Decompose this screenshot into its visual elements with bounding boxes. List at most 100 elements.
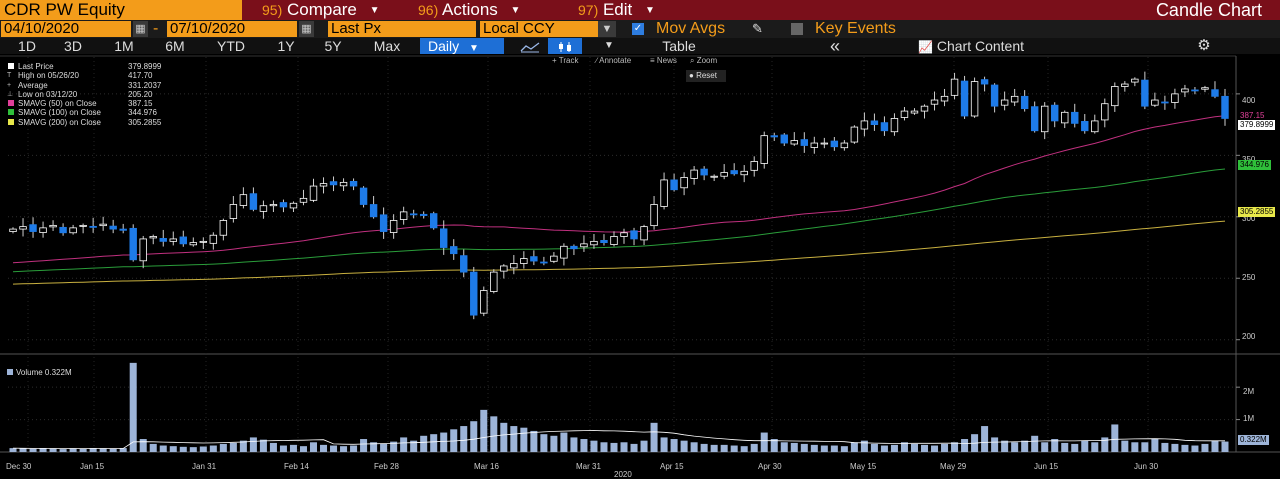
candle-chart-icon[interactable]	[548, 38, 582, 54]
candle-up	[1181, 88, 1189, 93]
volume-bar	[690, 442, 698, 452]
candle-up	[930, 99, 939, 105]
period-ytd-button[interactable]: YTD	[217, 38, 245, 54]
reset-button[interactable]: ● Reset	[686, 70, 726, 82]
x-label-mar16: Mar 16	[474, 462, 499, 471]
candle-up	[940, 95, 949, 102]
volume-bar	[850, 442, 858, 452]
volume-bar	[39, 448, 47, 452]
candle-down	[1211, 89, 1219, 97]
candle-up	[1111, 86, 1119, 107]
volume-bar	[991, 437, 999, 452]
gear-icon[interactable]: ⚙	[1197, 37, 1211, 54]
chevron-down-icon[interactable]: ▼	[604, 40, 614, 51]
candle-up	[690, 169, 698, 179]
period-1m-button[interactable]: 1M	[114, 38, 134, 54]
candle-up	[9, 228, 17, 232]
volume-bar	[1161, 442, 1169, 452]
x-label-mar31: Mar 31	[576, 462, 601, 471]
annotate-tool[interactable]: ∕ Annotate	[596, 56, 631, 66]
candle-up	[39, 227, 47, 233]
reset-icon: ●	[689, 71, 694, 80]
candle-up	[510, 263, 518, 269]
candle-down	[59, 226, 67, 234]
period-1y-button[interactable]: 1Y	[277, 38, 295, 54]
actions-menu[interactable]: 96) Actions ▼	[418, 0, 520, 20]
volume-bar	[289, 444, 297, 452]
volume-bar	[770, 439, 778, 452]
candle-up	[149, 236, 157, 239]
candle-down	[359, 187, 368, 205]
zoom-tool[interactable]: ⌕ Zoom	[690, 56, 717, 66]
candle-up	[269, 204, 278, 207]
ticker-field[interactable]: CDR PW Equity	[0, 0, 242, 20]
candle-up	[500, 265, 508, 272]
compare-menu-label: Compare	[286, 0, 357, 19]
pencil-icon[interactable]: ✎	[752, 21, 763, 36]
x-label-jan15: Jan 15	[80, 462, 105, 471]
mov-avgs-checkbox[interactable]: ✓	[632, 23, 644, 35]
chart-content-button[interactable]: 📈 Chart Content	[918, 38, 1068, 54]
period-3d-button[interactable]: 3D	[64, 38, 82, 54]
volume-bar	[340, 446, 348, 452]
volume-bar	[1091, 442, 1099, 452]
candle-down	[730, 170, 738, 175]
volume-bar	[299, 446, 307, 452]
volume-bar	[730, 445, 738, 452]
annotate-label: Annotate	[599, 56, 632, 65]
legend-sma50-label: SMAVG (50) on Close	[18, 99, 97, 109]
period-1d-button[interactable]: 1D	[18, 38, 36, 54]
top-menu-bar	[0, 0, 1280, 20]
news-tool[interactable]: ≡ News	[650, 56, 677, 66]
volume-bar	[820, 445, 828, 452]
field-select[interactable]: Last Px	[328, 21, 476, 37]
x-label-dec30: Dec 30	[6, 462, 32, 471]
line-chart-icon[interactable]	[516, 38, 544, 54]
period-max-button[interactable]: Max	[373, 38, 401, 54]
table-button[interactable]: Table	[662, 38, 696, 54]
volume-bar	[9, 448, 17, 452]
currency-select[interactable]: Local CCY	[480, 21, 598, 37]
period-6m-button[interactable]: 6M	[165, 38, 185, 54]
candle-down	[960, 80, 969, 117]
volume-bar	[1001, 440, 1009, 452]
x-label-jan31: Jan 31	[192, 462, 217, 471]
candle-up	[1101, 103, 1109, 121]
volume-bar	[69, 448, 77, 452]
candle-down	[780, 134, 788, 144]
chart-content-icon: 📈	[918, 40, 933, 54]
volume-bar	[540, 434, 548, 452]
candle-up	[920, 105, 929, 112]
volume-bar	[1051, 439, 1059, 452]
zoom-label: Zoom	[696, 56, 718, 65]
sma200-line	[12, 220, 1226, 285]
volume-bar	[760, 432, 768, 452]
collapse-icon[interactable]: «	[829, 36, 840, 56]
news-label: News	[656, 56, 677, 65]
period-5y-button[interactable]: 5Y	[324, 38, 342, 54]
legend-high-label: High on 05/26/20	[18, 71, 79, 81]
crosshair-icon: +	[552, 56, 557, 65]
candle-down	[630, 230, 638, 240]
legend-sma100-label: SMAVG (100) on Close	[18, 108, 101, 118]
candle-up	[399, 211, 408, 220]
calendar-icon[interactable]: ▦	[299, 21, 314, 37]
candle-down	[600, 239, 608, 244]
candle-up	[850, 126, 859, 143]
candle-down	[450, 246, 458, 255]
key-events-checkbox[interactable]	[791, 23, 803, 35]
compare-menu[interactable]: 95) Compare ▼	[262, 0, 380, 20]
start-date-input[interactable]: 04/10/2020	[1, 21, 131, 37]
volume-bar	[931, 445, 939, 452]
frequency-select[interactable]: Daily ▼	[420, 38, 504, 54]
calendar-icon[interactable]: ▦	[133, 21, 148, 37]
chevron-down-icon[interactable]: ▼	[598, 21, 616, 37]
candle-up	[560, 245, 568, 259]
volume-bar	[239, 440, 247, 452]
candle-down	[1191, 89, 1199, 92]
candle-up	[760, 135, 768, 164]
end-date-input[interactable]: 07/10/2020	[167, 21, 297, 37]
track-tool[interactable]: + Track	[552, 56, 578, 66]
edit-menu[interactable]: 97) Edit ▼	[578, 0, 655, 20]
